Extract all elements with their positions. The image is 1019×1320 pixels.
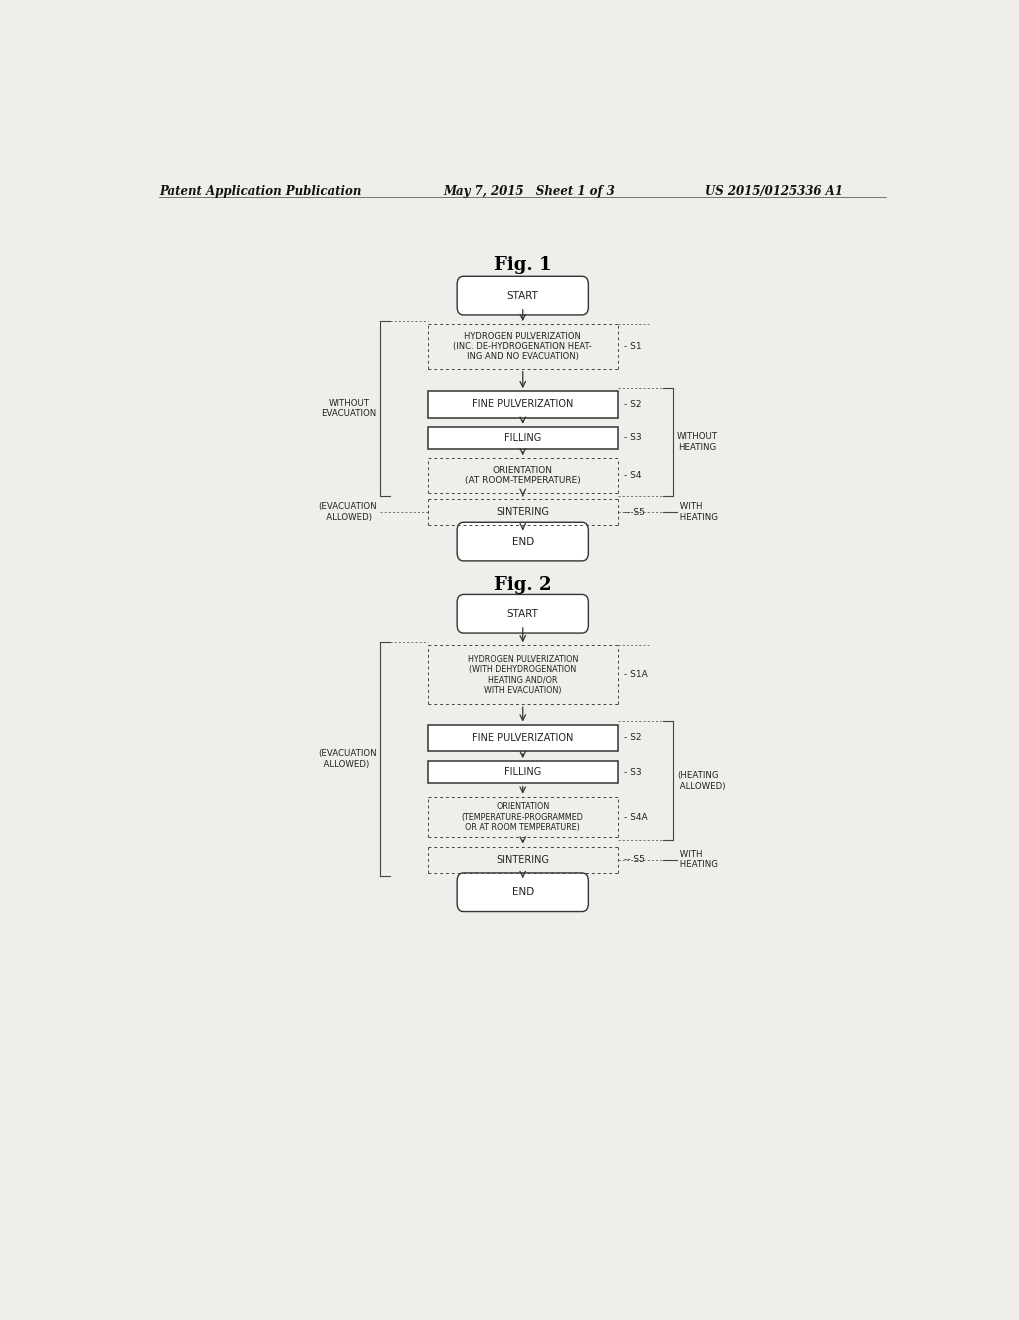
Text: END: END [512, 887, 533, 898]
Text: ORIENTATION
(AT ROOM-TEMPERATURE): ORIENTATION (AT ROOM-TEMPERATURE) [465, 466, 580, 486]
Text: WITH
 HEATING: WITH HEATING [677, 850, 717, 870]
Text: Fig. 1: Fig. 1 [493, 256, 551, 275]
Text: (HEATING
 ALLOWED): (HEATING ALLOWED) [677, 771, 725, 791]
Text: (EVACUATION
   ALLOWED): (EVACUATION ALLOWED) [318, 503, 376, 521]
Bar [428, 762, 618, 784]
Text: END: END [512, 537, 533, 546]
Text: - S3: - S3 [624, 768, 641, 776]
Text: SINTERING: SINTERING [496, 507, 548, 517]
Text: (EVACUATION
  ALLOWED): (EVACUATION ALLOWED) [318, 750, 376, 768]
Text: - S4A: - S4A [624, 813, 647, 821]
Text: START: START [506, 609, 538, 619]
Text: - S2: - S2 [624, 733, 641, 742]
Text: -- S5: -- S5 [624, 508, 644, 516]
Text: FILLING: FILLING [503, 767, 541, 777]
Text: HYDROGEN PULVERIZATION
(INC. DE-HYDROGENATION HEAT-
ING AND NO EVACUATION): HYDROGEN PULVERIZATION (INC. DE-HYDROGEN… [452, 331, 592, 362]
Text: WITHOUT
HEATING: WITHOUT HEATING [677, 432, 717, 451]
Text: ORIENTATION
(TEMPERATURE-PROGRAMMED
OR AT ROOM TEMPERATURE): ORIENTATION (TEMPERATURE-PROGRAMMED OR A… [462, 803, 583, 832]
Text: - S3: - S3 [624, 433, 641, 442]
FancyBboxPatch shape [457, 873, 588, 912]
Text: US 2015/0125336 A1: US 2015/0125336 A1 [704, 185, 842, 198]
Text: START: START [506, 290, 538, 301]
Text: -- S5: -- S5 [624, 855, 644, 865]
FancyBboxPatch shape [457, 276, 588, 315]
FancyBboxPatch shape [457, 594, 588, 634]
Text: FINE PULVERIZATION: FINE PULVERIZATION [472, 733, 573, 743]
Bar [428, 391, 618, 417]
Text: - S1A: - S1A [624, 671, 647, 680]
FancyBboxPatch shape [457, 523, 588, 561]
Text: Patent Application Publication: Patent Application Publication [159, 185, 361, 198]
Text: - S2: - S2 [624, 400, 641, 409]
Text: HYDROGEN PULVERIZATION
(WITH DEHYDROGENATION
HEATING AND/OR
WITH EVACUATION): HYDROGEN PULVERIZATION (WITH DEHYDROGENA… [467, 655, 578, 694]
Text: May 7, 2015   Sheet 1 of 3: May 7, 2015 Sheet 1 of 3 [443, 185, 614, 198]
Text: SINTERING: SINTERING [496, 855, 548, 865]
Text: WITH
 HEATING: WITH HEATING [677, 503, 717, 521]
Text: FINE PULVERIZATION: FINE PULVERIZATION [472, 400, 573, 409]
Bar [428, 725, 618, 751]
Text: WITHOUT
EVACUATION: WITHOUT EVACUATION [321, 399, 376, 418]
Text: - S1: - S1 [624, 342, 641, 351]
Bar [428, 426, 618, 449]
Text: Fig. 2: Fig. 2 [493, 577, 551, 594]
Text: - S4: - S4 [624, 471, 641, 480]
Text: FILLING: FILLING [503, 433, 541, 444]
